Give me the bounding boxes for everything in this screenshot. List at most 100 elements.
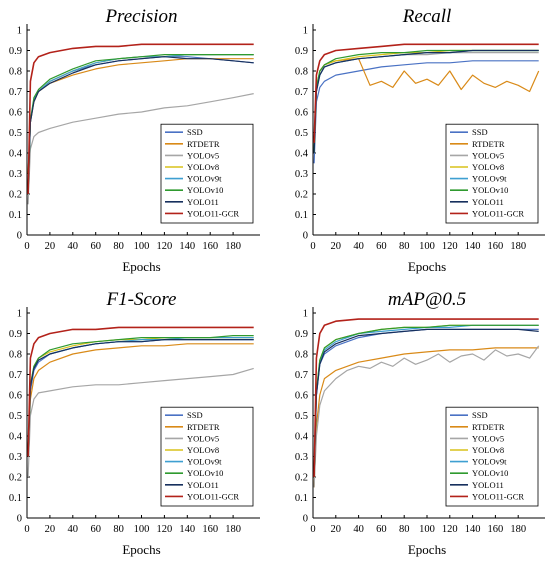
y-tick-label: 0.8 — [9, 67, 22, 78]
y-tick-label: 1 — [17, 309, 22, 320]
legend-label-yolo11-gcr: YOLO11-GCR — [187, 491, 239, 501]
legend-label-yolo11-gcr: YOLO11-GCR — [187, 208, 239, 218]
x-tick-label: 40 — [353, 524, 364, 535]
legend-label-yolov8: YOLOv8 — [187, 162, 219, 172]
y-tick-label: 0 — [303, 514, 308, 525]
x-tick-label: 100 — [419, 241, 435, 252]
x-tick-label: 0 — [310, 524, 315, 535]
x-tick-label: 40 — [353, 241, 364, 252]
legend-label-yolov5: YOLOv5 — [187, 433, 219, 443]
y-tick-label: 0 — [303, 231, 308, 242]
x-tick-label: 80 — [113, 524, 124, 535]
y-tick-label: 0.4 — [9, 149, 23, 160]
legend-label-yolov10: YOLOv10 — [472, 468, 508, 478]
chart-title: F1-Score — [106, 289, 177, 310]
x-tick-label: 80 — [113, 241, 124, 252]
legend-label-yolov8: YOLOv8 — [472, 445, 504, 455]
y-tick-label: 0.5 — [9, 128, 22, 139]
legend-label-yolo11: YOLO11 — [472, 480, 504, 490]
y-tick-label: 0.9 — [295, 329, 308, 340]
series-line-yolov10 — [313, 324, 539, 478]
x-tick-label: 80 — [399, 241, 410, 252]
y-tick-label: 0.8 — [295, 350, 308, 361]
y-tick-label: 0.6 — [9, 391, 22, 402]
y-tick-label: 0.4 — [295, 149, 309, 160]
y-tick-label: 1 — [303, 26, 308, 37]
legend-box — [445, 406, 539, 507]
x-tick-label: 60 — [376, 524, 387, 535]
x-tick-label: 160 — [488, 524, 504, 535]
chart-title: Recall — [402, 6, 452, 27]
x-tick-label: 0 — [24, 524, 29, 535]
y-tick-label: 0.5 — [295, 411, 308, 422]
y-tick-label: 0.3 — [295, 169, 308, 180]
y-tick-label: 0.4 — [9, 432, 23, 443]
y-tick-label: 0.8 — [295, 67, 308, 78]
legend-label-yolo11: YOLO11 — [187, 480, 219, 490]
x-tick-label: 180 — [225, 241, 241, 252]
y-tick-label: 0.1 — [9, 493, 22, 504]
y-tick-label: 0.7 — [295, 370, 308, 381]
y-tick-label: 0.6 — [295, 108, 308, 119]
series-line-yolo11-gcr — [27, 43, 254, 195]
y-tick-label: 0.2 — [295, 473, 308, 484]
legend-label-rtdetr: RTDETR — [472, 422, 505, 432]
y-tick-label: 0.1 — [295, 210, 308, 221]
x-axis-label: Epochs — [122, 542, 160, 557]
y-tick-label: 0.9 — [295, 46, 308, 57]
y-tick-label: 0.8 — [9, 350, 22, 361]
chart-panel-f1-score: F1-Score 0 0.1 0.2 0.3 0.4 0.5 0.6 0.7 0.8 0.9 1 0 20… — [9, 289, 260, 557]
series-line-yolov5 — [313, 345, 540, 488]
y-tick-label: 0.2 — [9, 190, 22, 201]
x-tick-label: 160 — [202, 241, 218, 252]
x-tick-label: 20 — [331, 241, 342, 252]
x-tick-label: 180 — [225, 524, 241, 535]
legend-label-ssd: SSD — [187, 127, 203, 137]
y-tick-label: 0.3 — [9, 452, 22, 463]
series-line-rtdetr — [27, 343, 254, 457]
series-line-yolov10 — [27, 53, 254, 195]
x-tick-label: 60 — [376, 241, 387, 252]
y-tick-label: 0.1 — [295, 493, 308, 504]
series-line-yolov10 — [27, 335, 254, 457]
legend-label-yolov8: YOLOv8 — [187, 445, 219, 455]
chart-panel-recall: Recall 0 0.1 0.2 0.3 0.4 0.5 0.6 0.7 0.8 0.9 1 0 20 40… — [295, 6, 545, 274]
legend-label-yolov8: YOLOv8 — [472, 162, 504, 172]
legend-label-yolov9t: YOLOv9t — [187, 174, 222, 184]
series-line-yolo11 — [313, 328, 539, 478]
legend-label-yolov10: YOLOv10 — [187, 468, 223, 478]
legend-label-yolov10: YOLOv10 — [187, 185, 223, 195]
x-tick-label: 140 — [179, 524, 195, 535]
x-tick-label: 140 — [465, 524, 481, 535]
y-tick-label: 0.9 — [9, 329, 22, 340]
y-tick-label: 0.7 — [9, 87, 22, 98]
legend-label-yolov5: YOLOv5 — [187, 150, 219, 160]
y-tick-label: 0.6 — [9, 108, 22, 119]
legend-label-ssd: SSD — [187, 410, 203, 420]
x-tick-label: 0 — [310, 241, 315, 252]
legend-label-yolov10: YOLOv10 — [472, 185, 508, 195]
y-tick-label: 0.1 — [9, 210, 22, 221]
legend-label-yolo11: YOLO11 — [187, 197, 219, 207]
y-tick-label: 0.5 — [295, 128, 308, 139]
y-tick-label: 0.6 — [295, 391, 308, 402]
series-line-yolov5 — [27, 367, 254, 478]
x-tick-label: 120 — [442, 241, 458, 252]
legend-label-yolov9t: YOLOv9t — [472, 174, 507, 184]
y-tick-label: 0.3 — [295, 452, 308, 463]
legend-label-ssd: SSD — [472, 410, 488, 420]
chart-title: mAP@0.5 — [388, 289, 466, 310]
legend-box — [160, 123, 254, 224]
x-tick-label: 120 — [157, 241, 173, 252]
x-tick-label: 180 — [510, 241, 526, 252]
x-axis-label: Epochs — [122, 259, 160, 274]
y-tick-label: 0 — [17, 514, 22, 525]
y-tick-label: 0.5 — [9, 411, 22, 422]
legend-label-yolov9t: YOLOv9t — [187, 457, 222, 467]
x-tick-label: 60 — [90, 241, 101, 252]
x-tick-label: 100 — [134, 524, 150, 535]
y-tick-label: 0.2 — [295, 190, 308, 201]
